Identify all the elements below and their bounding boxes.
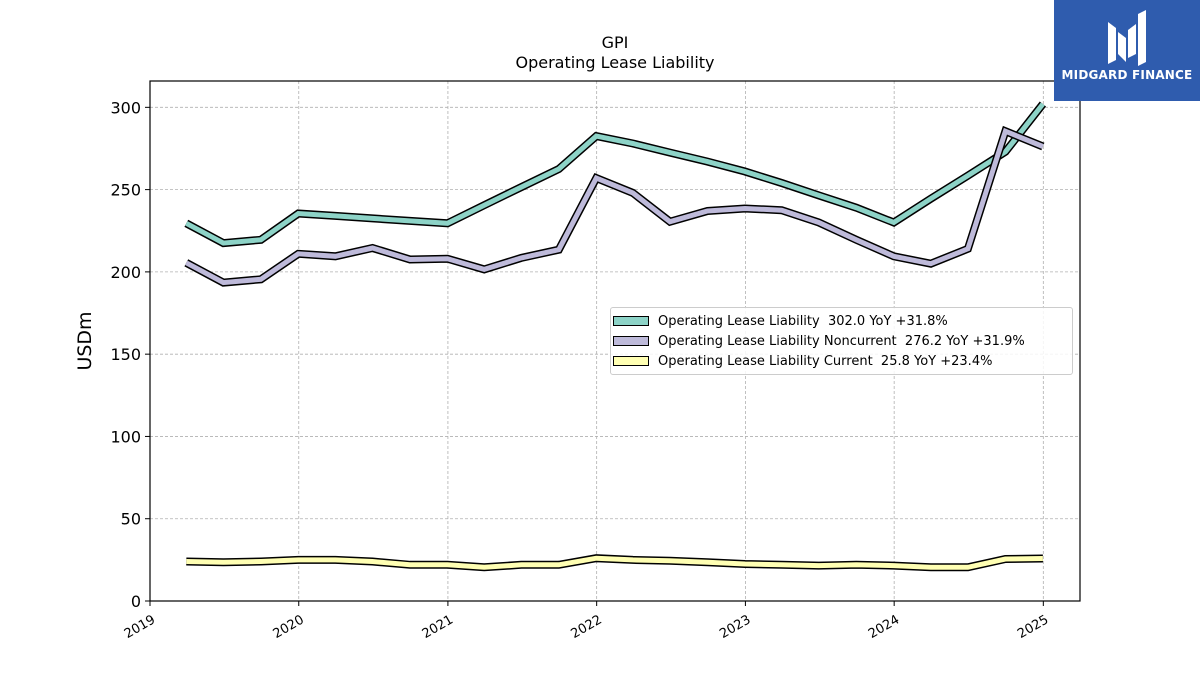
y-axis-label: USDm — [74, 311, 96, 370]
legend-swatch-noncurrent — [613, 336, 649, 346]
y-tick-label: 50 — [121, 510, 141, 529]
series-line — [186, 555, 1043, 570]
x-tick-label: 2019 — [122, 612, 158, 642]
legend-item-noncurrent: Operating Lease Liability Noncurrent 276… — [611, 332, 1025, 350]
x-tick-label: 2020 — [271, 612, 307, 642]
legend-label-noncurrent: Operating Lease Liability Noncurrent 276… — [658, 333, 1025, 349]
y-tick-label: 250 — [110, 181, 141, 200]
x-tick-label: 2022 — [569, 612, 605, 642]
series-layer — [184, 101, 1047, 572]
series-group-0 — [184, 101, 1047, 248]
legend-item-current: Operating Lease Liability Current 25.8 Y… — [611, 352, 992, 370]
brand-logo: MIDGARD FINANCE — [1054, 0, 1200, 101]
y-tick-label: 150 — [110, 345, 141, 364]
y-tick-label: 200 — [110, 263, 141, 282]
x-tick-label: 2023 — [717, 612, 753, 642]
series-group-2 — [186, 554, 1043, 572]
chart-title: GPI — [602, 33, 629, 52]
y-tick-label: 100 — [110, 427, 141, 446]
legend-item-total: Operating Lease Liability 302.0 YoY +31.… — [611, 312, 948, 330]
brand-name: MIDGARD FINANCE — [1061, 68, 1193, 82]
legend-swatch-current — [613, 356, 649, 366]
legend: Operating Lease Liability 302.0 YoY +31.… — [610, 307, 1073, 375]
chart-subtitle: Operating Lease Liability — [515, 53, 714, 72]
legend-label-current: Operating Lease Liability Current 25.8 Y… — [658, 353, 993, 369]
legend-swatch-total — [613, 316, 649, 326]
legend-label-total: Operating Lease Liability 302.0 YoY +31.… — [658, 313, 948, 329]
x-tick-label: 2024 — [866, 612, 902, 642]
plot-frame — [149, 80, 1081, 602]
x-tick-label: 2021 — [420, 612, 456, 642]
x-tick-label: 2025 — [1015, 612, 1051, 642]
series-line — [185, 102, 1045, 246]
series-line — [185, 127, 1044, 286]
series-line-outline — [184, 101, 1047, 248]
series-group-1 — [184, 125, 1045, 287]
y-tick-label: 300 — [110, 98, 141, 117]
y-tick-label: 0 — [131, 592, 141, 611]
brand-mark-icon — [1108, 10, 1146, 66]
